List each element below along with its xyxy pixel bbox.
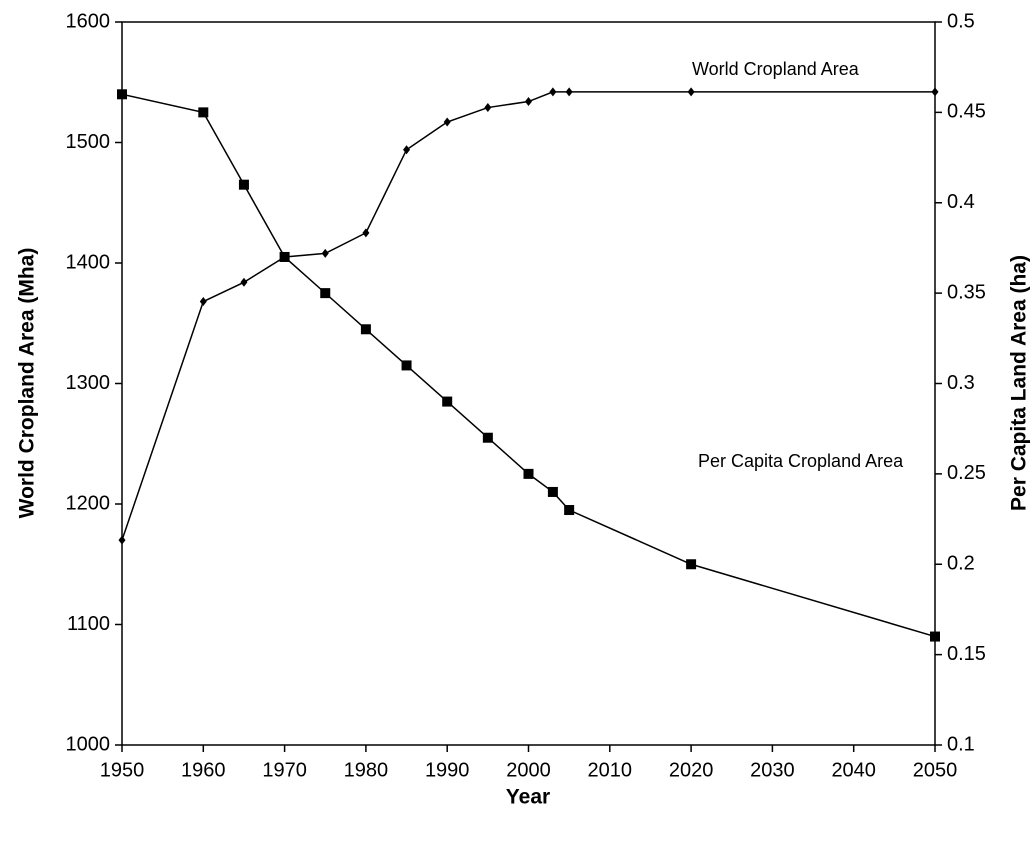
marker bbox=[564, 505, 575, 516]
y-tick-label: 1400 bbox=[66, 251, 111, 273]
marker bbox=[279, 251, 290, 262]
x-tick-label: 2020 bbox=[669, 759, 714, 781]
y2-tick-label: 0.15 bbox=[947, 643, 986, 665]
y2-tick-label: 0.4 bbox=[947, 191, 975, 213]
y2-tick-label: 0.35 bbox=[947, 281, 986, 303]
marker bbox=[362, 228, 370, 238]
marker bbox=[360, 324, 371, 335]
y2-tick-label: 0.45 bbox=[947, 101, 986, 123]
x-tick-label: 1960 bbox=[181, 759, 226, 781]
y-tick-label: 1200 bbox=[66, 492, 111, 514]
marker bbox=[525, 97, 532, 107]
y-tick-label: 1100 bbox=[67, 613, 110, 635]
x-tick-label: 2010 bbox=[588, 759, 633, 781]
y-tick-label: 1000 bbox=[66, 733, 111, 755]
marker bbox=[117, 89, 127, 100]
y2-axis-title: Per Capita Land Area (ha) bbox=[1008, 255, 1031, 511]
x-tick-label: 1980 bbox=[344, 759, 389, 781]
marker bbox=[547, 486, 558, 497]
marker bbox=[321, 248, 329, 258]
marker bbox=[240, 277, 248, 287]
y2-tick-label: 0.3 bbox=[947, 372, 975, 394]
series-line bbox=[121, 93, 936, 638]
marker bbox=[686, 559, 697, 570]
marker bbox=[320, 288, 331, 299]
marker bbox=[484, 103, 492, 113]
annotation: Per Capita Cropland Area bbox=[698, 451, 904, 471]
y-tick-label: 1600 bbox=[66, 10, 111, 32]
x-tick-label: 2040 bbox=[831, 759, 876, 781]
marker bbox=[198, 107, 209, 118]
marker bbox=[482, 432, 493, 443]
plot-frame bbox=[121, 21, 936, 746]
annotation: World Cropland Area bbox=[692, 59, 860, 79]
marker bbox=[199, 297, 207, 307]
y-tick-label: 1500 bbox=[66, 131, 111, 153]
y2-tick-label: 0.1 bbox=[947, 733, 975, 755]
marker bbox=[523, 468, 534, 479]
marker bbox=[238, 179, 249, 190]
x-tick-label: 2030 bbox=[750, 759, 795, 781]
marker bbox=[118, 535, 126, 545]
x-tick-label: 2000 bbox=[506, 759, 551, 781]
marker bbox=[443, 117, 451, 127]
marker bbox=[403, 145, 411, 155]
x-tick-label: 2050 bbox=[913, 759, 958, 781]
marker bbox=[931, 87, 939, 97]
marker bbox=[549, 87, 557, 97]
x-tick-label: 1990 bbox=[425, 759, 470, 781]
y2-tick-label: 0.25 bbox=[947, 462, 986, 484]
marker bbox=[687, 87, 695, 97]
y2-tick-label: 0.5 bbox=[947, 10, 975, 32]
marker bbox=[442, 396, 453, 407]
marker bbox=[401, 360, 412, 371]
x-tick-label: 1970 bbox=[262, 759, 307, 781]
x-tick-label: 1950 bbox=[100, 759, 145, 781]
y-axis-title: World Cropland Area (Mha) bbox=[16, 248, 39, 519]
y-tick-label: 1300 bbox=[66, 372, 111, 394]
x-axis-title: Year bbox=[506, 786, 550, 809]
y2-tick-label: 0.2 bbox=[947, 553, 975, 575]
marker bbox=[930, 631, 940, 642]
marker bbox=[565, 87, 573, 97]
